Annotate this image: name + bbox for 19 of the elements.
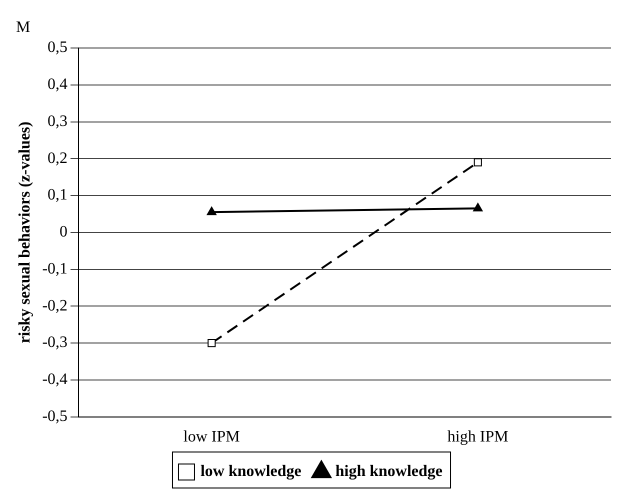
y-tick-label: 0 xyxy=(60,224,68,241)
x-tick-label: low IPM xyxy=(183,428,240,446)
y-tick-label: 0,3 xyxy=(48,112,68,130)
y-tick-label: 0,5 xyxy=(48,39,68,56)
legend-label: low knowledge xyxy=(200,463,302,480)
x-tick-label: high IPM xyxy=(447,428,508,446)
y-tick-label: -0,4 xyxy=(42,371,68,388)
point xyxy=(208,339,216,348)
y-tick-label: -0,3 xyxy=(42,334,68,352)
y-tick-label: 0,4 xyxy=(48,76,68,94)
y-tick-label: 0,2 xyxy=(48,150,68,167)
y-axis-title: risky sexual behaviors (z-values) xyxy=(16,122,34,344)
legend-label: high knowledge xyxy=(335,463,443,480)
text: M xyxy=(16,19,30,36)
y-tick-label: -0,2 xyxy=(42,297,68,314)
y-tick-label: -0,1 xyxy=(42,260,68,278)
point xyxy=(474,158,482,166)
y-tick-label: -0,5 xyxy=(42,408,68,426)
y-tick-label: 0,1 xyxy=(48,186,68,204)
